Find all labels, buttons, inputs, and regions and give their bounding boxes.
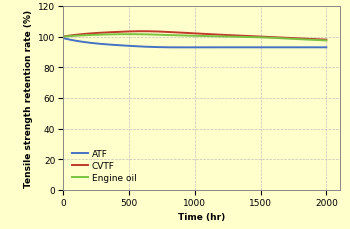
Line: Engine oil: Engine oil [63, 35, 326, 41]
Line: ATF: ATF [63, 39, 326, 48]
ATF [324, 47, 328, 49]
ATF [284, 47, 288, 49]
ATF [176, 47, 181, 49]
Engine oil [62, 36, 66, 39]
Line: CVTF: CVTF [63, 32, 326, 41]
Legend: ATF, CVTF, Engine oil: ATF, CVTF, Engine oil [70, 148, 139, 184]
Engine oil [324, 40, 328, 43]
CVTF [223, 34, 227, 37]
CVTF [324, 39, 328, 42]
Engine oil [61, 36, 65, 39]
ATF [218, 47, 222, 49]
Engine oil [223, 36, 227, 39]
ATF [300, 47, 304, 49]
ATF [218, 47, 223, 49]
CVTF [62, 36, 66, 39]
CVTF [140, 31, 144, 33]
Engine oil [218, 36, 222, 39]
Engine oil [127, 34, 131, 36]
Engine oil [300, 39, 304, 41]
X-axis label: Time (hr): Time (hr) [177, 212, 225, 221]
ATF [61, 38, 65, 40]
ATF [62, 38, 66, 41]
CVTF [218, 34, 223, 37]
ATF [223, 47, 227, 49]
Y-axis label: Tensile strength retention rate (%): Tensile strength retention rate (%) [23, 10, 33, 187]
CVTF [61, 36, 65, 39]
CVTF [218, 34, 222, 37]
CVTF [284, 37, 288, 40]
Engine oil [218, 36, 223, 39]
Engine oil [284, 38, 288, 41]
CVTF [300, 38, 304, 41]
